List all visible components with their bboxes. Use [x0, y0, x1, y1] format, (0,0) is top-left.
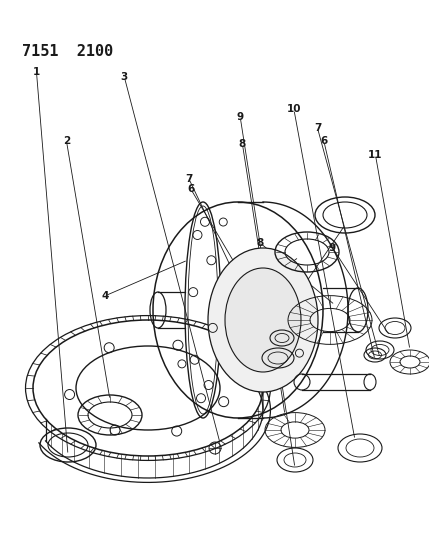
- Text: 1: 1: [33, 67, 40, 77]
- Text: 6: 6: [320, 136, 327, 146]
- Text: 2: 2: [63, 136, 70, 146]
- Text: 9: 9: [329, 243, 336, 253]
- Ellipse shape: [208, 248, 318, 392]
- Text: 9: 9: [237, 112, 244, 122]
- Text: 4: 4: [101, 291, 109, 301]
- Text: 11: 11: [368, 150, 383, 159]
- Text: 7151  2100: 7151 2100: [22, 44, 113, 60]
- Text: 7: 7: [185, 174, 193, 183]
- Text: 7: 7: [314, 123, 321, 133]
- Text: 5: 5: [252, 352, 259, 362]
- Text: 2: 2: [209, 315, 216, 325]
- Text: 8: 8: [239, 139, 246, 149]
- Text: 3: 3: [121, 72, 128, 82]
- Text: 10: 10: [287, 104, 301, 114]
- Ellipse shape: [225, 268, 301, 372]
- Text: 6: 6: [187, 184, 194, 194]
- Text: 8: 8: [256, 238, 263, 247]
